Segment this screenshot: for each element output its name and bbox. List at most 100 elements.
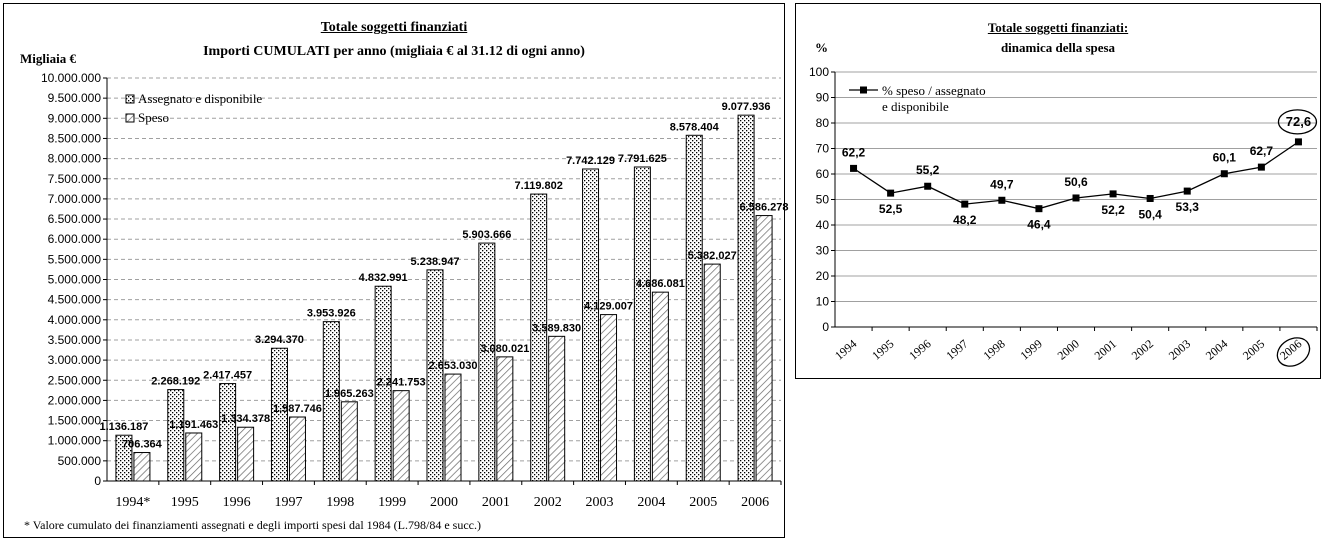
bar-spent bbox=[755, 215, 773, 482]
bar-assigned bbox=[530, 193, 548, 482]
data-label: 52,5 bbox=[879, 202, 903, 216]
bar-spent-label: 4.129.007 bbox=[584, 301, 633, 313]
bar-spent-label: 4.686.081 bbox=[636, 278, 685, 290]
bar-assigned-label: 7.791.625 bbox=[618, 153, 667, 165]
y-tick-label: 500.000 bbox=[58, 454, 102, 468]
y-tick-label: 30 bbox=[816, 244, 830, 258]
data-label: 62,2 bbox=[842, 145, 866, 159]
data-point bbox=[998, 196, 1006, 204]
line-chart-title: Totale soggetti finanziati: bbox=[987, 20, 1129, 35]
data-point bbox=[887, 189, 895, 197]
bar-assigned bbox=[270, 347, 288, 482]
y-tick-label: 4.000.000 bbox=[48, 313, 102, 327]
x-tick-label: 1995 bbox=[171, 495, 199, 510]
line-chart-y-axis-label: % bbox=[815, 40, 828, 55]
data-label: 62,7 bbox=[1250, 144, 1274, 158]
y-tick-label: 3.500.000 bbox=[48, 333, 102, 347]
bar-chart-footnote: * Valore cumulato dei finanziamenti asse… bbox=[24, 518, 481, 532]
y-tick-label: 60 bbox=[816, 167, 830, 181]
bar-spent-label: 1.334.378 bbox=[221, 413, 270, 425]
bar-spent-label: 1.191.463 bbox=[169, 419, 218, 431]
bar-spent bbox=[496, 356, 514, 482]
bar-spent bbox=[651, 291, 669, 482]
y-tick-label: 80 bbox=[816, 116, 830, 130]
y-tick-label: 4.500.000 bbox=[48, 293, 102, 307]
bar-assigned-label: 1.136.187 bbox=[99, 421, 148, 433]
bar-assigned bbox=[633, 166, 651, 482]
data-point bbox=[1072, 194, 1080, 202]
bar-assigned bbox=[426, 269, 444, 482]
bar-assigned bbox=[167, 389, 185, 482]
y-tick-label: 5.500.000 bbox=[48, 252, 102, 266]
bar-spent-label: 2.241.753 bbox=[377, 377, 426, 389]
bar-chart-plot: 0 500.000 1.000.000 1.500.000 2.000.000 2.500… bbox=[41, 71, 789, 510]
bar-assigned bbox=[115, 434, 133, 482]
x-tick-label: 1994* bbox=[115, 495, 150, 510]
data-point bbox=[850, 164, 858, 172]
bar-assigned bbox=[582, 168, 600, 482]
bar-spent bbox=[392, 390, 410, 482]
data-label: 72,6 bbox=[1286, 114, 1311, 129]
data-point bbox=[1220, 170, 1228, 178]
y-tick-label: 40 bbox=[816, 218, 830, 232]
bar-spent-label: 6.586.278 bbox=[740, 202, 789, 214]
bar-assigned-label: 5.903.666 bbox=[462, 229, 511, 241]
bar-spent-label: 3.589.830 bbox=[532, 322, 581, 334]
bar-assigned-label: 3.294.370 bbox=[255, 334, 304, 346]
bar-assigned bbox=[478, 242, 496, 482]
bar-assigned bbox=[374, 285, 392, 482]
y-tick-label: 90 bbox=[816, 91, 830, 105]
bar-assigned-label: 8.578.404 bbox=[670, 121, 720, 133]
y-tick-label: 8.500.000 bbox=[48, 131, 102, 145]
data-label: 50,4 bbox=[1138, 207, 1162, 221]
bar-assigned-label: 5.238.947 bbox=[411, 256, 460, 268]
data-label: 60,1 bbox=[1213, 151, 1237, 165]
y-tick-label: 100 bbox=[809, 65, 829, 79]
x-tick-label: 2004 bbox=[1203, 337, 1230, 363]
y-tick-label: 0 bbox=[822, 320, 829, 334]
bar-assigned-label: 7.119.802 bbox=[515, 180, 563, 192]
bar-spent bbox=[703, 263, 721, 482]
x-tick-label: 1995 bbox=[869, 337, 896, 363]
x-tick-label: 1994 bbox=[832, 337, 859, 363]
bar-assigned-label: 3.953.926 bbox=[307, 308, 356, 320]
bar-spent-label: 706.364 bbox=[122, 439, 163, 451]
legend-marker bbox=[860, 86, 867, 94]
bar-spent-label: 1.587.746 bbox=[273, 403, 322, 415]
y-tick-label: 7.500.000 bbox=[48, 172, 102, 186]
bar-assigned-label: 2.268.192 bbox=[151, 376, 200, 388]
x-tick-label: 2003 bbox=[1166, 337, 1193, 363]
bar-spent bbox=[600, 314, 618, 482]
bar-spent bbox=[444, 373, 462, 482]
data-point bbox=[1294, 138, 1302, 146]
bar-spent-label: 3.080.021 bbox=[480, 343, 529, 355]
x-tick-label: 2004 bbox=[637, 495, 665, 510]
y-tick-label: 6.500.000 bbox=[48, 212, 102, 226]
y-tick-label: 10.000.000 bbox=[41, 71, 101, 85]
y-tick-label: 2.500.000 bbox=[48, 373, 102, 387]
y-tick-label: 0 bbox=[94, 474, 101, 488]
bar-spent-label: 5.382.027 bbox=[688, 250, 737, 262]
y-tick-label: 9.000.000 bbox=[48, 111, 102, 125]
data-point bbox=[924, 182, 932, 190]
y-tick-label: 2.000.000 bbox=[48, 393, 102, 407]
x-tick-label: 2002 bbox=[1129, 337, 1156, 363]
bar-spent-label: 2.653.030 bbox=[429, 360, 478, 372]
line-chart-subtitle: dinamica della spesa bbox=[1000, 40, 1116, 55]
x-tick-label: 1998 bbox=[980, 337, 1007, 363]
bar-assigned bbox=[219, 383, 237, 482]
legend-label: % speso / assegnato e disponibile bbox=[882, 83, 986, 114]
data-label: 48,2 bbox=[953, 213, 977, 227]
legend-swatch bbox=[125, 94, 135, 104]
data-point bbox=[961, 200, 969, 208]
x-tick-label: 1999 bbox=[378, 495, 406, 510]
y-tick-label: 6.000.000 bbox=[48, 232, 102, 246]
x-tick-label: 2005 bbox=[1240, 337, 1267, 363]
x-tick-label: 1997 bbox=[274, 495, 302, 510]
y-tick-label: 8.000.000 bbox=[48, 152, 102, 166]
y-tick-label: 5.000.000 bbox=[48, 273, 102, 287]
x-tick-label: 2006 bbox=[1277, 337, 1304, 363]
line-chart-plot: 0 10 20 30 40 50 60 70 80 90 100 62,2 52,5 55,2 48,2 49… bbox=[809, 65, 1318, 367]
x-tick-label: 2000 bbox=[1055, 337, 1082, 363]
data-point bbox=[1109, 190, 1117, 198]
